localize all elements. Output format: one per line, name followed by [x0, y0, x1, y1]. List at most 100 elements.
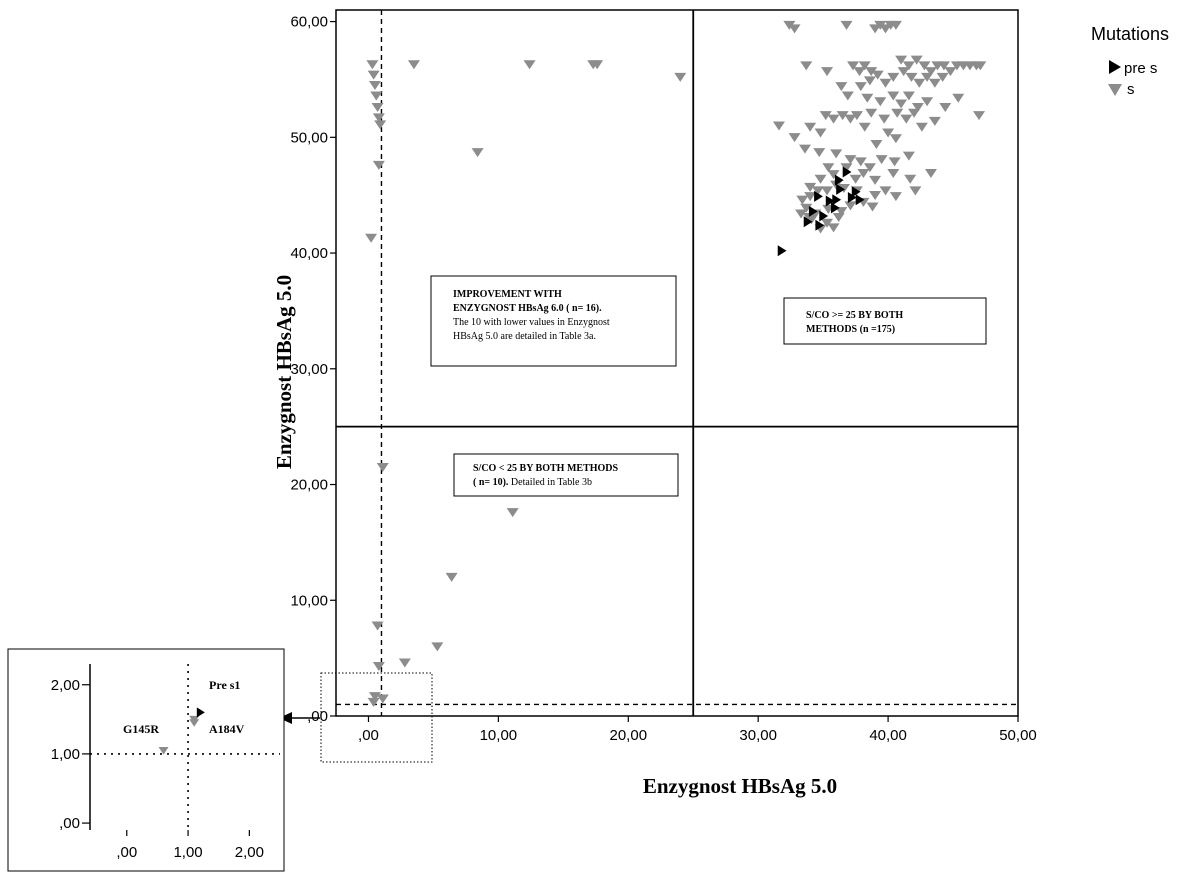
- data-point-s: [911, 103, 924, 113]
- annotation-both-high-line-2: METHODS (n =175): [806, 324, 895, 335]
- legend-title: Mutations: [1091, 24, 1169, 44]
- data-point-s: [902, 61, 915, 71]
- data-point-s: [875, 155, 888, 165]
- reference-lines: [336, 10, 1018, 716]
- data-point-s: [900, 114, 913, 124]
- data-point-pre-s: [855, 194, 865, 206]
- data-point-s: [869, 190, 882, 200]
- data-point-s: [819, 111, 832, 121]
- inset-label-g145r: G145R: [123, 722, 159, 736]
- data-point-s: [841, 91, 854, 101]
- data-point-s: [398, 658, 411, 668]
- data-point-s: [874, 97, 887, 107]
- data-point-s: [866, 202, 879, 212]
- plot-frame: [335, 9, 1019, 717]
- annotation-both-low-line-1: S/CO < 25 BY BOTH METHODS: [473, 463, 619, 474]
- zoom-arrowhead-icon: [279, 712, 292, 724]
- data-point-s: [909, 186, 922, 196]
- data-point-s: [887, 72, 900, 82]
- annotation-improvement-line-4: HBsAg 5.0 are detailed in Table 3a.: [453, 331, 596, 342]
- annotation-both-high-line-1: S/CO >= 25 BY BOTH: [806, 310, 903, 321]
- data-point-s: [850, 111, 863, 121]
- y-tick-label: 10,00: [290, 592, 328, 609]
- data-point-pre-s: [847, 191, 857, 203]
- data-point-s: [921, 72, 934, 82]
- annotation-both-high: S/CO >= 25 BY BOTH METHODS (n =175): [783, 297, 987, 345]
- data-point-pre-s: [830, 202, 840, 214]
- inset-label-pre-s1: Pre s1: [209, 678, 240, 692]
- annotation-both-low-normal: Detailed in Table 3b: [508, 477, 592, 488]
- data-point-s: [939, 103, 952, 113]
- data-point-pre-s: [815, 219, 825, 231]
- data-point-pre-s: [803, 216, 813, 228]
- data-point-s: [952, 93, 965, 103]
- data-point-s: [865, 108, 878, 118]
- data-point-s: [974, 61, 987, 71]
- data-point-s: [431, 642, 444, 652]
- annotation-both-low-line-2: ( n= 10). Detailed in Table 3b: [473, 477, 592, 488]
- data-point-s: [902, 151, 915, 161]
- data-point-pre-s: [819, 210, 829, 222]
- y-tick-label: 30,00: [290, 361, 328, 378]
- data-point-s: [928, 78, 941, 88]
- data-point-pre-s: [836, 183, 845, 195]
- data-point-s: [913, 78, 926, 88]
- data-point-s: [849, 174, 862, 184]
- data-point-s: [853, 67, 866, 77]
- data-point-s: [376, 462, 389, 472]
- data-point-s: [905, 72, 918, 82]
- data-point-s: [800, 61, 813, 71]
- data-point-s: [835, 82, 848, 92]
- data-point-s: [915, 122, 928, 132]
- x-tick-label: 30,00: [739, 727, 777, 744]
- inset-scatter-chart: ,00 1,00 2,00 ,00 1,00 2,00 Pre s1 G145R A184…: [7, 648, 285, 872]
- data-point-s: [827, 114, 840, 124]
- data-point-s: [371, 621, 384, 631]
- data-point-s: [928, 116, 941, 126]
- data-point-s: [804, 122, 817, 132]
- inset-label-a184v: A184V: [209, 722, 245, 736]
- data-point-s: [367, 70, 380, 80]
- annotation-improvement-line-3: The 10 with lower values in Enzygnost: [453, 317, 610, 328]
- data-point-s: [371, 103, 384, 113]
- data-point-s: [895, 99, 908, 109]
- data-point-s: [836, 111, 849, 121]
- data-point-s: [800, 203, 813, 213]
- data-point-s: [796, 195, 809, 205]
- data-point-s: [365, 233, 378, 243]
- data-point-s: [591, 60, 604, 70]
- data-point-pre-s: [842, 166, 852, 178]
- inset-y-tick-label: 1,00: [51, 746, 80, 763]
- data-point-s: [889, 192, 902, 202]
- data-point-s: [865, 67, 878, 77]
- data-point-s: [904, 174, 917, 184]
- data-point-s: [814, 128, 827, 138]
- data-point-s: [871, 70, 884, 80]
- x-tick-label: 20,00: [610, 727, 648, 744]
- inset-data-point-s: [158, 746, 169, 755]
- data-point-s: [366, 60, 379, 70]
- data-point-s: [523, 60, 536, 70]
- data-points: [365, 20, 987, 707]
- data-point-s: [897, 67, 910, 77]
- y-tick-label: 40,00: [290, 245, 328, 262]
- data-point-s: [813, 148, 826, 158]
- data-point-s: [921, 97, 934, 107]
- data-point-s: [804, 192, 817, 202]
- data-point-s: [902, 91, 915, 101]
- data-point-s: [844, 201, 857, 211]
- data-point-pre-s: [777, 245, 787, 257]
- data-point-s: [924, 67, 937, 77]
- data-point-s: [407, 60, 420, 70]
- data-point-s: [830, 149, 843, 159]
- data-point-s: [821, 186, 834, 196]
- x-tick-label: 50,00: [999, 727, 1037, 744]
- data-point-s: [840, 20, 853, 30]
- data-point-s: [889, 134, 902, 144]
- inset-y-tick-label: ,00: [59, 815, 80, 832]
- data-point-s: [772, 121, 785, 131]
- data-point-s: [506, 508, 519, 518]
- data-point-s: [869, 24, 882, 34]
- legend-label-s: s: [1127, 81, 1135, 98]
- legend-marker-s: [1108, 84, 1122, 96]
